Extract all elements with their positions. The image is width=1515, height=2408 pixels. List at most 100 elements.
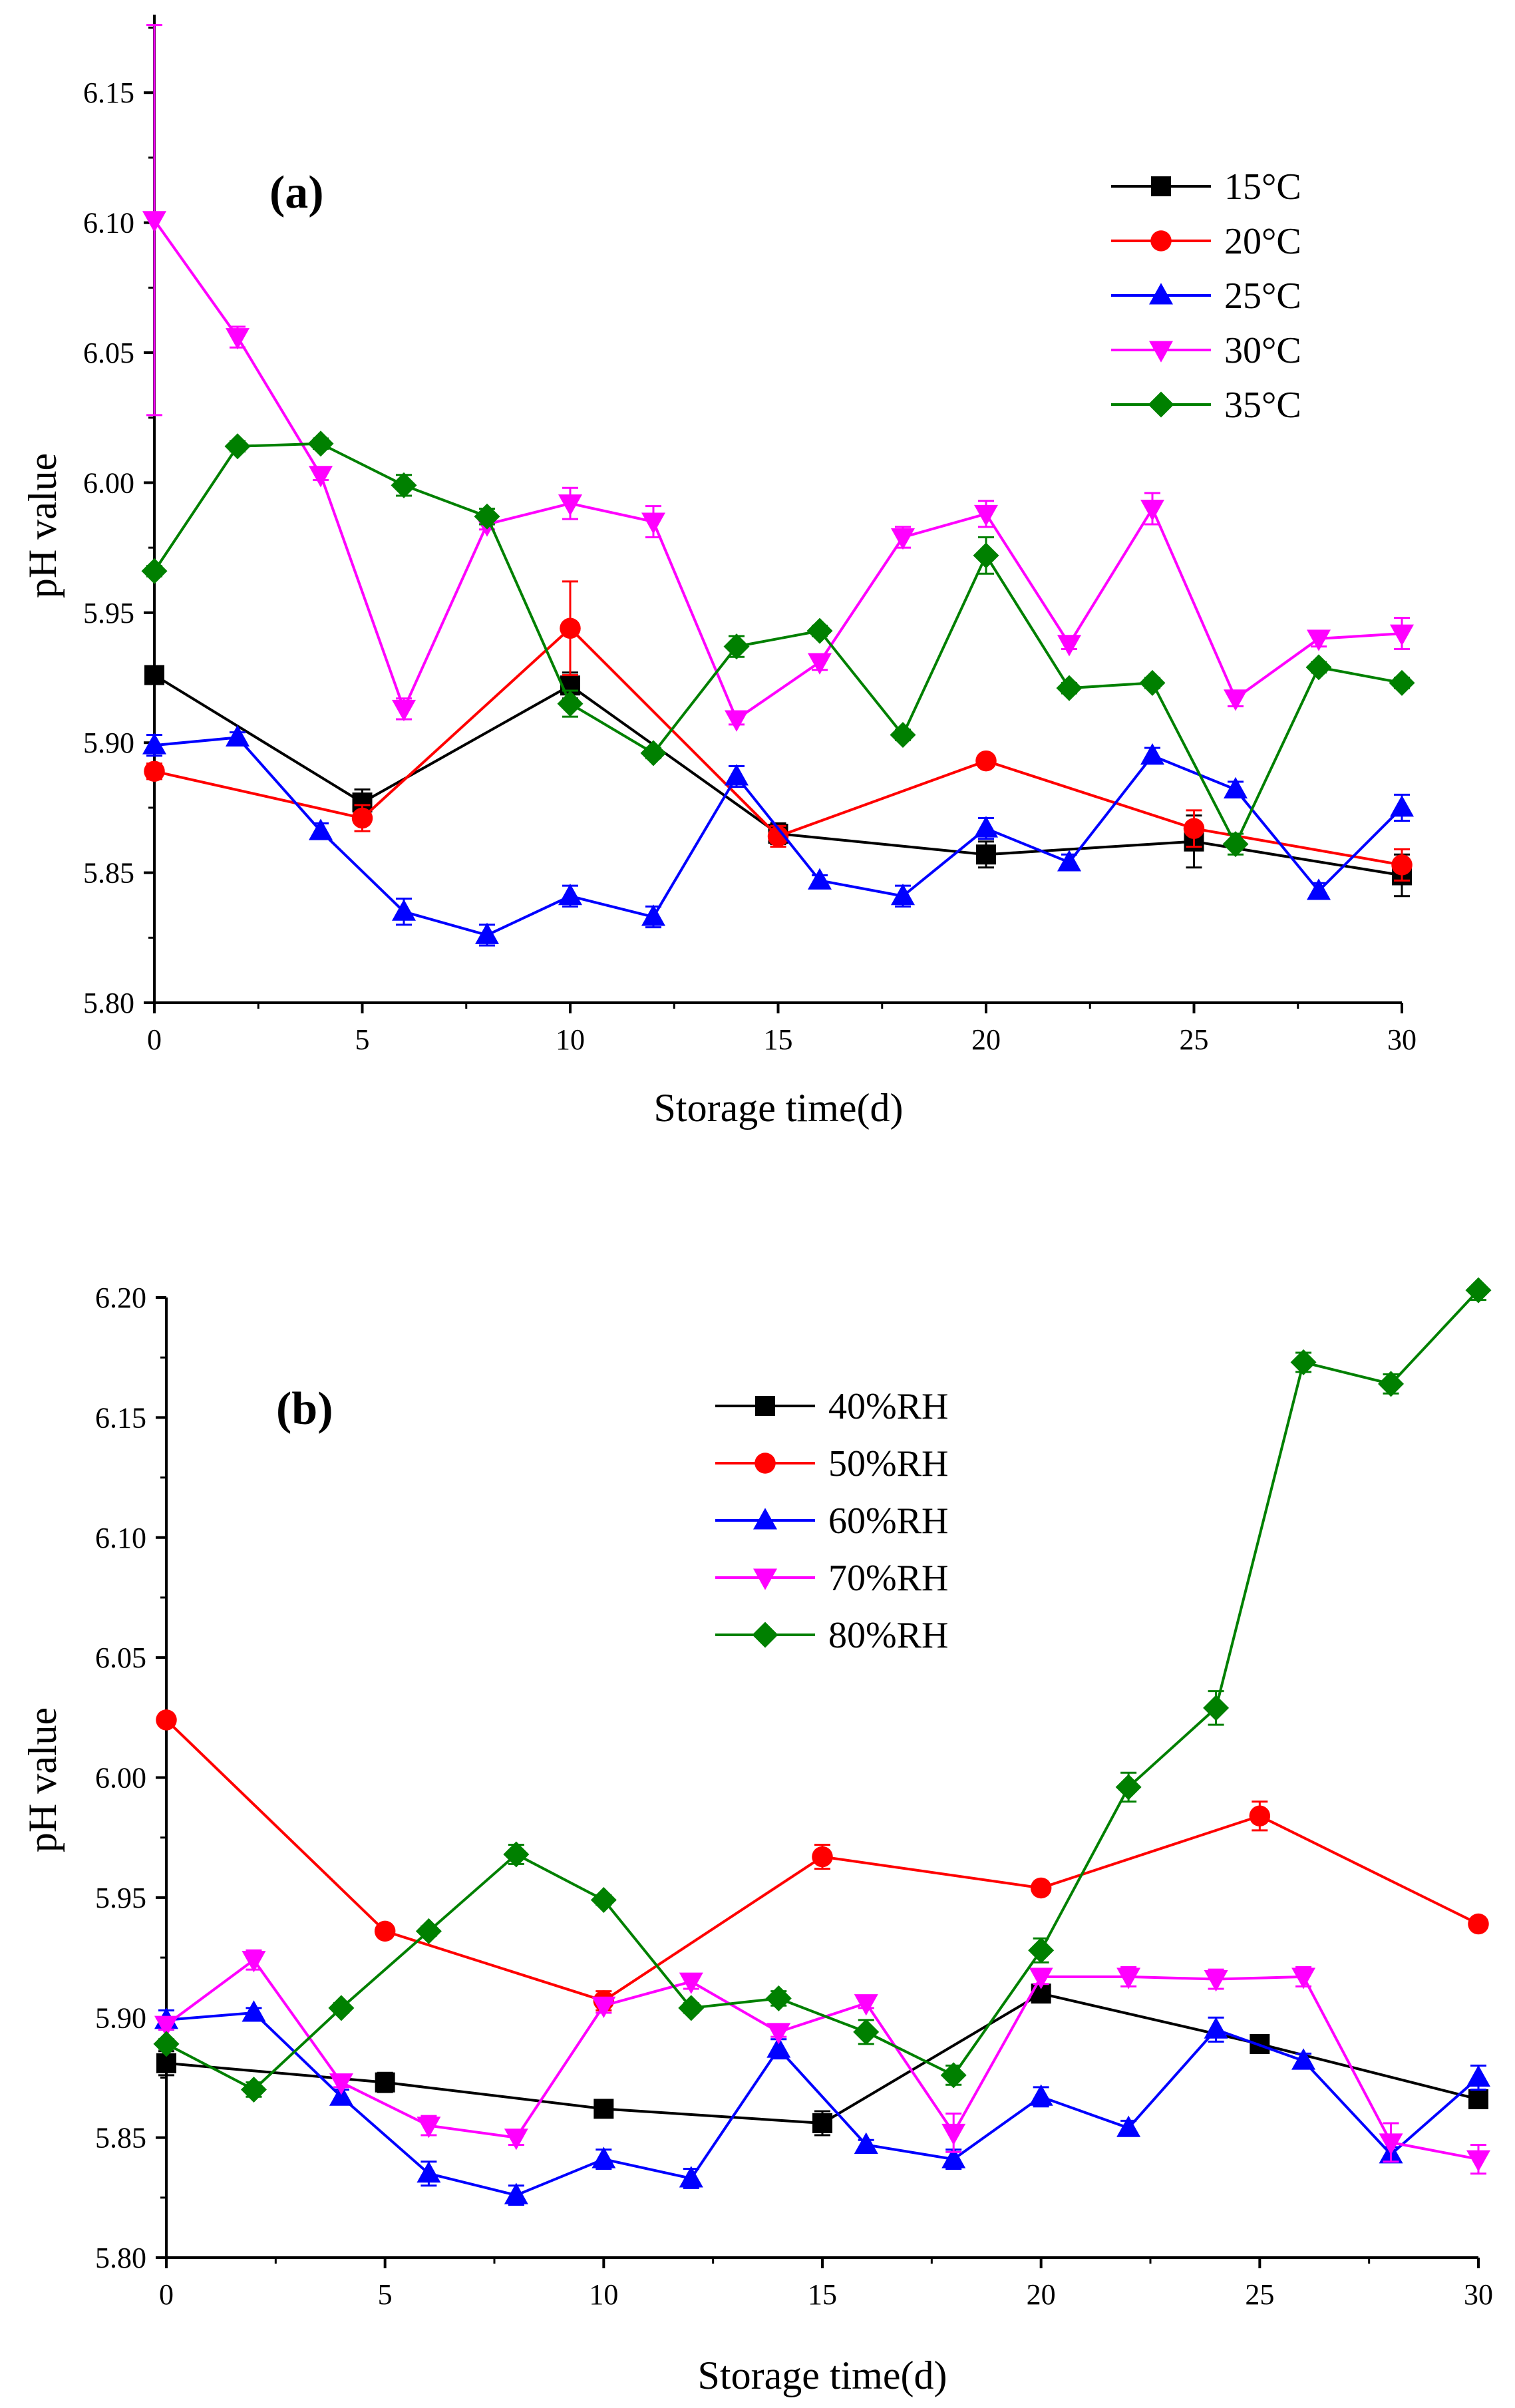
panel-b-data-point bbox=[153, 2031, 180, 2057]
panel-b-legend: 40%RH 50%RH 60%RH 70%RH 80%RH bbox=[715, 1386, 948, 1656]
panel-a-data-point bbox=[641, 512, 665, 534]
panel-b-legend-marker bbox=[755, 1453, 776, 1474]
panel-a-x-tick-label: 0 bbox=[147, 1023, 162, 1056]
panel-b-data-point bbox=[417, 2160, 441, 2183]
panel-a-y-tick-label: 5.85 bbox=[83, 857, 134, 890]
panel-a-data-point bbox=[226, 725, 250, 747]
panel-a-y-tick-label: 5.95 bbox=[83, 597, 134, 629]
panel-a-data-point bbox=[1307, 629, 1331, 651]
panel-a-x-tick-label: 5 bbox=[355, 1023, 370, 1056]
panel-b-data-point bbox=[375, 2072, 395, 2093]
panel-b-data-point bbox=[812, 2113, 832, 2133]
panel-b-y-ticks: 5.80 5.85 5.90 5.95 6.00 6.05 6.10 6.15 6.20 bbox=[95, 1282, 166, 2274]
panel-a-legend: 15°C 20°C 25°C 30°C 35°C bbox=[1111, 166, 1301, 426]
panel-a-data-point bbox=[558, 884, 582, 906]
panel-b-data-point bbox=[329, 2073, 353, 2095]
panel-b-series-line bbox=[166, 1289, 1480, 2091]
panel-b-data-point bbox=[854, 2132, 878, 2154]
panel-a-data-point bbox=[309, 466, 333, 488]
panel-a-legend-label: 20°C bbox=[1224, 221, 1301, 262]
panel-b-data-point bbox=[1115, 1774, 1142, 1801]
panel-a-data-point bbox=[1140, 743, 1164, 765]
panel-a-y-tick-label: 6.00 bbox=[83, 466, 134, 499]
panel-a-data-point bbox=[640, 740, 667, 767]
panel-a-data-point bbox=[1390, 795, 1414, 817]
panel-a-data-point bbox=[474, 503, 500, 530]
panel-a-x-ticks: 0 5 10 15 20 25 30 bbox=[147, 1003, 1417, 1056]
panel-b-data-point bbox=[1290, 1349, 1317, 1375]
panel-b-data-point bbox=[1466, 2150, 1490, 2172]
panel-a-data-point bbox=[1307, 878, 1331, 900]
panel-b-data-point bbox=[1291, 1968, 1316, 1989]
panel-b-data-point bbox=[1378, 1371, 1405, 1397]
panel-a-data-point bbox=[144, 761, 165, 782]
panel-b-legend-marker bbox=[753, 1568, 777, 1590]
panel-b-data-point bbox=[941, 2123, 966, 2146]
panel-a-data-point bbox=[641, 904, 665, 926]
panel-b-series-3 bbox=[154, 1949, 1490, 2175]
panel-b-y-axis-title: pH value bbox=[21, 1707, 65, 1852]
panel-b-series-4 bbox=[153, 1277, 1492, 2103]
panel-a-label: (a) bbox=[269, 167, 324, 218]
panel-b-data-point bbox=[678, 1995, 705, 2021]
panel-b-data-point bbox=[1204, 2017, 1228, 2039]
panel-a-data-point bbox=[1305, 654, 1332, 681]
panel-b-data-point bbox=[679, 2166, 703, 2188]
panel-b-data-point bbox=[1204, 1970, 1228, 1992]
panel-a-legend-marker bbox=[1149, 341, 1173, 363]
panel-b-y-tick-label: 5.95 bbox=[95, 1882, 146, 1914]
panel-b-data-point bbox=[417, 2117, 441, 2139]
panel-b-data-point bbox=[374, 1920, 396, 1942]
panel-b-data-point bbox=[156, 1709, 177, 1731]
panel-b-x-tick-label: 10 bbox=[589, 2278, 618, 2311]
panel-a-legend-marker bbox=[1149, 283, 1173, 305]
panel-a-data-point bbox=[767, 826, 789, 847]
panel-a-data-point bbox=[226, 328, 250, 350]
panel-a-x-tick-label: 10 bbox=[556, 1023, 585, 1056]
panel-a-data-point bbox=[974, 504, 998, 527]
panel-b-legend-label: 70%RH bbox=[828, 1558, 948, 1599]
panel-a-data-point bbox=[392, 899, 416, 921]
panel-a-data-point bbox=[723, 633, 750, 660]
panel-a-x-tick-label: 25 bbox=[1180, 1023, 1209, 1056]
panel-b-data-point bbox=[242, 2000, 266, 2022]
panel-b-legend-item: 70%RH bbox=[715, 1558, 948, 1599]
panel-a-y-tick-label: 6.05 bbox=[83, 337, 134, 369]
panel-b-legend-item: 60%RH bbox=[715, 1500, 948, 1542]
panel-a-data-point bbox=[560, 617, 581, 639]
panel-a-x-tick-label: 30 bbox=[1387, 1023, 1417, 1056]
panel-b-data-point bbox=[1029, 2084, 1053, 2106]
panel-a-data-point bbox=[144, 665, 164, 685]
panel-a-legend-item: 30°C bbox=[1111, 330, 1301, 371]
panel-a-series-line bbox=[153, 219, 1403, 722]
panel-a-data-point bbox=[808, 653, 832, 675]
panel-a-data-point bbox=[1389, 669, 1415, 696]
panel-b-y-tick-label: 6.10 bbox=[95, 1522, 146, 1554]
panel-b-x-ticks: 0 5 10 15 20 25 30 bbox=[159, 2258, 1493, 2311]
panel-a-series-line bbox=[153, 442, 1403, 848]
panel-a-legend-item: 25°C bbox=[1111, 275, 1301, 317]
panel-a-data-point bbox=[890, 721, 916, 748]
panel-a-x-tick-label: 20 bbox=[971, 1023, 1001, 1056]
panel-a-data-point bbox=[1391, 854, 1413, 876]
panel-a-data-point bbox=[806, 617, 833, 644]
panel-b-series bbox=[153, 1277, 1492, 2206]
panel-b-legend-label: 40%RH bbox=[828, 1386, 948, 1427]
panel-a-series-line bbox=[154, 736, 1403, 937]
panel-a-data-point bbox=[142, 211, 166, 233]
panel-b-data-point bbox=[1466, 2065, 1490, 2087]
panel-b-data-point bbox=[590, 1886, 617, 1913]
panel-b-x-tick-label: 20 bbox=[1027, 2278, 1056, 2311]
panel-b-x-tick-label: 15 bbox=[808, 2278, 837, 2311]
panel-b-chart: 0 5 10 15 20 25 30 5.80 5.85 5.90 5.95 6.00 6.05 6.1… bbox=[21, 1277, 1493, 2397]
panel-b-data-point bbox=[240, 2076, 267, 2103]
panel-a-series-4 bbox=[141, 430, 1415, 858]
panel-a-data-point bbox=[1224, 776, 1248, 799]
panel-a-data-point bbox=[475, 922, 499, 944]
panel-b-data-point bbox=[812, 1846, 833, 1868]
panel-b-data-point bbox=[415, 1918, 442, 1944]
panel-a-data-point bbox=[309, 818, 333, 840]
panel-a-data-point bbox=[1056, 675, 1083, 701]
panel-a-data-point bbox=[974, 816, 998, 838]
